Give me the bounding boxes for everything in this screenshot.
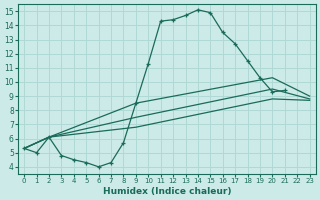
X-axis label: Humidex (Indice chaleur): Humidex (Indice chaleur) (103, 187, 231, 196)
